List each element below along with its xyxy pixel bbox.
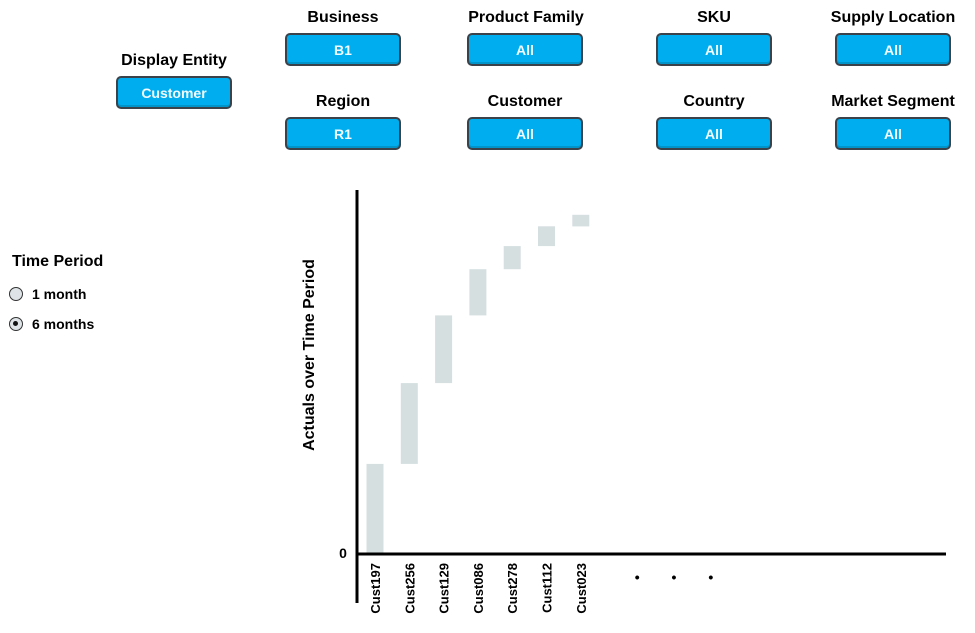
radio-checked-icon[interactable] — [9, 317, 23, 331]
country-label: Country — [683, 93, 745, 110]
product-family-label: Product Family — [468, 9, 584, 26]
supply-location-label: Supply Location — [830, 9, 956, 26]
time-period-option-6-months[interactable]: 6 months — [9, 316, 94, 332]
sku-button[interactable]: All — [656, 33, 772, 66]
y-axis-label: Actuals over Time Period — [301, 259, 318, 451]
x-tick-label-cust086: Cust086 — [471, 563, 486, 614]
continuation-dots: • • • — [635, 569, 727, 585]
bar-cust086[interactable] — [469, 269, 487, 316]
display-entity-button[interactable]: Customer — [116, 76, 232, 109]
bar-cust256[interactable] — [400, 383, 418, 464]
customer-label: Customer — [487, 93, 563, 110]
time-period-option-1-month[interactable]: 1 month — [9, 286, 86, 302]
market-segment-label: Market Segment — [831, 93, 955, 110]
supply-location-button[interactable]: All — [835, 33, 951, 66]
country-button[interactable]: All — [656, 117, 772, 150]
x-tick-label-cust256: Cust256 — [402, 563, 417, 614]
x-tick-label-cust023: Cust023 — [574, 563, 589, 614]
y-tick-label-zero: 0 — [339, 545, 347, 561]
business-label: Business — [307, 9, 379, 26]
region-button[interactable]: R1 — [285, 117, 401, 150]
x-tick-labels: Cust197 Cust256 Cust129 Cust086 Cust278 Cust1… — [368, 563, 589, 614]
time-period-option-label: 6 months — [32, 316, 95, 332]
bar-cust023[interactable] — [572, 214, 590, 227]
bar-cust278[interactable] — [503, 246, 521, 270]
sku-label: SKU — [697, 9, 731, 26]
time-period-option-label: 1 month — [32, 286, 87, 302]
bar-cust112[interactable] — [538, 226, 555, 247]
display-entity-label: Display Entity — [121, 52, 227, 69]
business-button[interactable]: B1 — [285, 33, 401, 66]
market-segment-button[interactable]: All — [835, 117, 951, 150]
region-label: Region — [315, 93, 371, 110]
x-tick-label-cust112: Cust112 — [540, 563, 555, 613]
x-tick-label-cust197: Cust197 — [368, 563, 383, 614]
x-tick-label-cust278: Cust278 — [505, 563, 520, 614]
bar-cust197[interactable] — [366, 463, 384, 553]
radio-unchecked-icon[interactable] — [9, 287, 23, 301]
bars-layer — [366, 214, 590, 553]
bar-cust129[interactable] — [435, 315, 453, 384]
customer-button[interactable]: All — [467, 117, 583, 150]
time-period-title: Time Period — [12, 253, 104, 270]
x-tick-label-cust129: Cust129 — [437, 563, 452, 614]
product-family-button[interactable]: All — [467, 33, 583, 66]
